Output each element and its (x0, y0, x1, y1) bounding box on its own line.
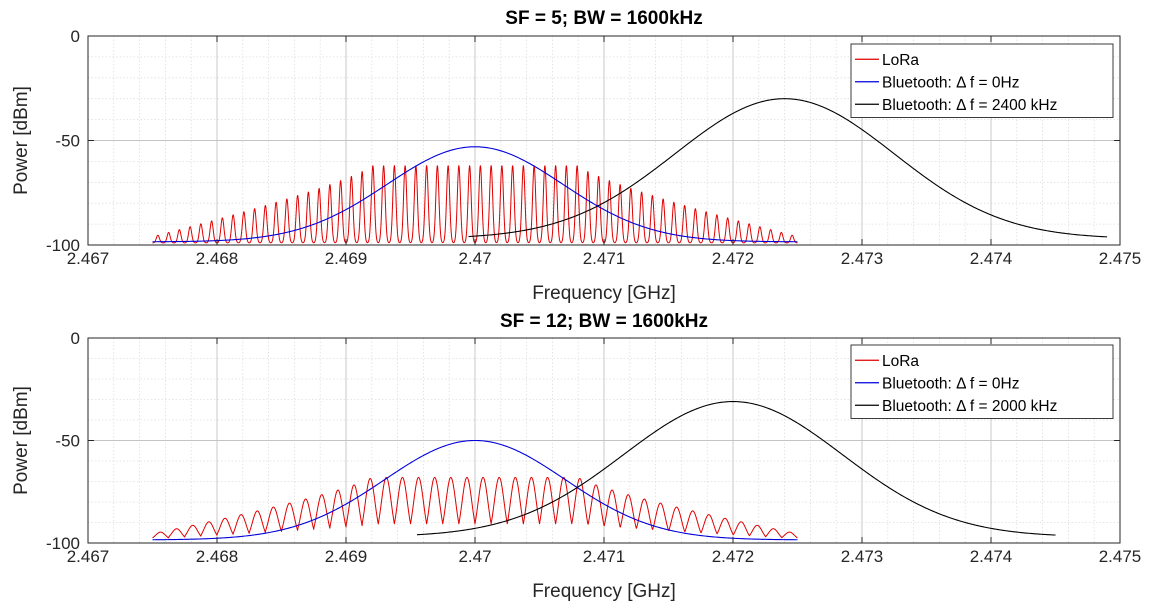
x-tick-label: 2.475 (1099, 249, 1142, 268)
x-tick-label: 2.471 (583, 249, 626, 268)
y-tick-label: -50 (55, 432, 80, 451)
series-line-2 (152, 146, 798, 243)
x-tick-label: 2.471 (583, 547, 626, 566)
chart-title: SF = 5; BW = 1600kHz (505, 8, 702, 29)
y-tick-label: 0 (71, 329, 80, 348)
x-axis-label: Frequency [GHz] (532, 283, 676, 304)
x-tick-label: 2.47 (458, 547, 491, 566)
legend-entry-label: LoRa (882, 52, 919, 69)
y-tick-label: -100 (46, 534, 80, 553)
x-tick-label: 2.469 (325, 249, 368, 268)
x-axis-label: Frequency [GHz] (532, 581, 676, 602)
series-line-3 (416, 401, 1056, 536)
legend-entry-label: Bluetooth: Δ f = 2400 kHz (882, 97, 1057, 114)
legend: LoRa Bluetooth: Δ f = 0Hz Bluetooth: Δ f =… (850, 43, 1114, 118)
x-tick-label: 2.467 (67, 547, 110, 566)
legend-box (850, 43, 1114, 118)
legend-entry-label: Bluetooth: Δ f = 0Hz (882, 74, 1019, 91)
series-line-1 (152, 476, 798, 539)
series-line-3 (468, 98, 1108, 238)
chart-2: 2.467 2.468 2.469 2.47 2.471 2.472 2.473 2.474 2… (11, 311, 1141, 602)
series-line-2 (152, 439, 798, 541)
x-tick-label: 2.475 (1099, 547, 1142, 566)
x-tick-label: 2.468 (196, 249, 239, 268)
x-tick-label: 2.469 (325, 547, 368, 566)
y-axis-label: Power [dBm] (11, 386, 32, 495)
legend-entry-label: Bluetooth: Δ f = 0Hz (882, 375, 1019, 392)
legend-entry-label: LoRa (882, 353, 919, 370)
y-tick-label: -100 (46, 236, 80, 255)
chart-title: SF = 12; BW = 1600kHz (500, 311, 708, 332)
x-tick-label: 2.47 (458, 249, 491, 268)
x-tick-label: 2.468 (196, 547, 239, 566)
x-tick-label: 2.473 (841, 547, 884, 566)
x-tick-label: 2.472 (712, 547, 755, 566)
chart-1: 2.467 2.468 2.469 2.47 2.471 2.472 2.473 2.474 2… (11, 8, 1141, 304)
legend-box (850, 344, 1114, 419)
plots: 2.467 2.468 2.469 2.47 2.471 2.472 2.473 2.474 2… (11, 8, 1141, 602)
legend-entry-label: Bluetooth: Δ f = 2000 kHz (882, 398, 1057, 415)
y-tick-label: 0 (71, 27, 80, 46)
x-tick-label: 2.473 (841, 249, 884, 268)
y-axis-label: Power [dBm] (11, 86, 32, 195)
y-tick-label: -50 (55, 132, 80, 151)
x-tick-label: 2.467 (67, 249, 110, 268)
x-tick-label: 2.474 (970, 249, 1013, 268)
x-tick-label: 2.474 (970, 547, 1013, 566)
x-tick-label: 2.472 (712, 249, 755, 268)
legend: LoRa Bluetooth: Δ f = 0Hz Bluetooth: Δ f =… (850, 344, 1114, 419)
